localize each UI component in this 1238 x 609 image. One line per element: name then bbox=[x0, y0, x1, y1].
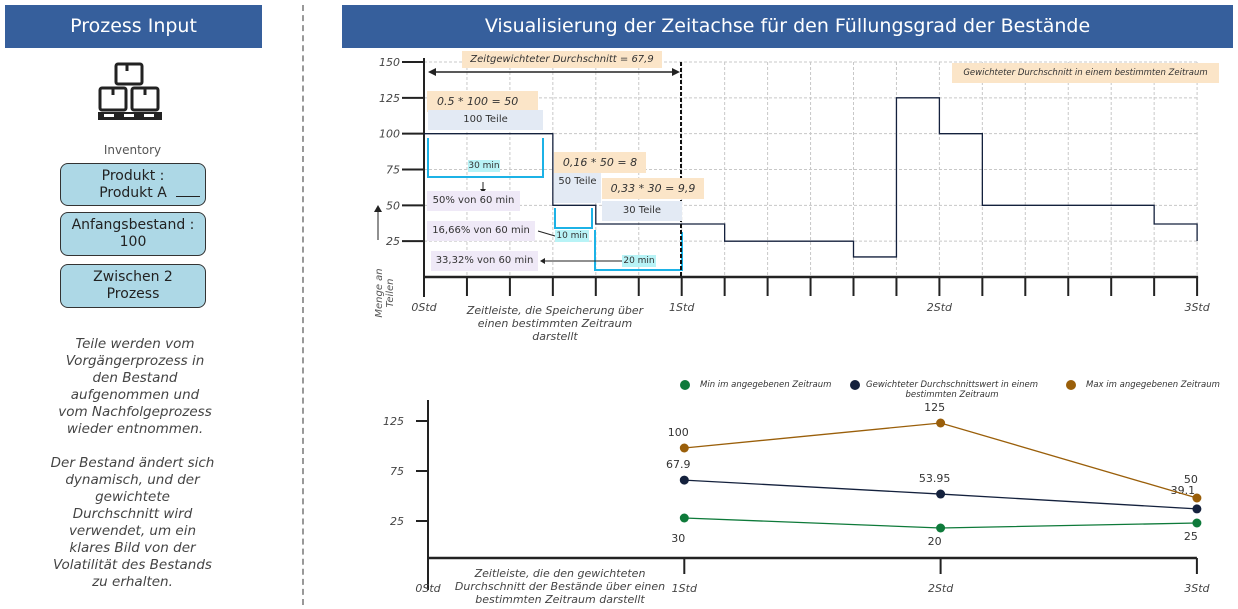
arrow-10min bbox=[537, 230, 556, 237]
legend-dot-avg bbox=[850, 380, 860, 390]
inventory-step-line bbox=[424, 97, 1198, 258]
duration-10min: 10 min bbox=[555, 230, 589, 242]
inventory-label: Inventory bbox=[103, 143, 162, 157]
panel-divider bbox=[302, 5, 304, 605]
data-label: 53.95 bbox=[919, 472, 951, 485]
y-tick-label: 125 bbox=[379, 92, 400, 105]
data-point bbox=[679, 475, 689, 485]
data-point bbox=[679, 513, 689, 523]
x-tick-label: 2Std bbox=[927, 301, 953, 314]
avg-label: Zeitgewichteter Durchschnitt = 67,9 bbox=[462, 51, 662, 68]
y-tick-label: 75 bbox=[390, 465, 404, 478]
initial-stock-text: Anfangsbestand : 100 bbox=[71, 217, 195, 250]
series-line bbox=[684, 422, 1198, 499]
product-underline bbox=[176, 196, 200, 197]
pct-3: 33,32% von 60 min bbox=[431, 251, 538, 271]
legend-item-min: Min im angegebenen Zeitraum bbox=[680, 380, 850, 400]
x-axis-label-bottom: Zeitleiste, die den gewichteten Durchsch… bbox=[454, 567, 666, 606]
bottom-chart-axes: 25 75 125 0Std 1Std 2Std 3Std bbox=[383, 400, 1211, 595]
y-tick-label: 100 bbox=[379, 128, 400, 141]
top-chart-axes: 25 50 75 100 125 150 0Std 1Std 2Std 3Std bbox=[379, 56, 1211, 314]
top-chart-grid bbox=[424, 61, 1198, 277]
parts-2: 50 Teile bbox=[554, 173, 601, 203]
y-axis-label: Menge an Teilen bbox=[374, 268, 396, 318]
data-point bbox=[936, 523, 946, 533]
calc-2: 0,16 * 50 = 8 bbox=[554, 152, 646, 173]
data-label: 39.1 bbox=[1171, 484, 1196, 497]
data-point bbox=[936, 418, 946, 428]
data-label: 100 bbox=[668, 426, 689, 439]
description-2: Der Bestand ändert sich dynamisch, und d… bbox=[50, 455, 215, 590]
legend-dot-max bbox=[1066, 380, 1076, 390]
calc-3: 0,33 * 30 = 9,9 bbox=[602, 178, 704, 199]
legend-label-min: Min im angegebenen Zeitraum bbox=[700, 380, 832, 390]
legend-item-max: Max im angegebenen Zeitraum bbox=[1066, 380, 1220, 400]
x-tick-label: 0Std bbox=[415, 582, 441, 595]
initial-stock-box: Anfangsbestand : 100 bbox=[60, 212, 206, 256]
data-point bbox=[1192, 518, 1202, 528]
y-tick-label: 75 bbox=[386, 164, 400, 177]
between-processes-text: Zwischen 2 Prozess bbox=[93, 269, 173, 302]
visualization-header: Visualisierung der Zeitachse für den Fül… bbox=[342, 5, 1233, 48]
parts-3: 30 Teile bbox=[602, 201, 682, 221]
x-tick-label: 0Std bbox=[411, 301, 437, 314]
legend: Min im angegebenen Zeitraum Gewichteter … bbox=[680, 380, 1220, 400]
duration-20min: 20 min bbox=[622, 255, 656, 267]
data-point bbox=[936, 489, 946, 499]
y-tick-label: 25 bbox=[386, 235, 400, 248]
data-label: 20 bbox=[928, 535, 942, 548]
data-label: 25 bbox=[1184, 530, 1198, 543]
data-point bbox=[1192, 504, 1202, 514]
between-processes-box: Zwischen 2 Prozess bbox=[60, 264, 206, 308]
y-tick-label: 150 bbox=[379, 56, 400, 69]
x-tick-label: 3Std bbox=[1184, 301, 1210, 314]
legend-item-avg: Gewichteter Durchschnittswert in einem b… bbox=[850, 380, 1066, 400]
legend-dot-min bbox=[680, 380, 690, 390]
data-label: 125 bbox=[924, 401, 945, 414]
pct-1: 50% von 60 min bbox=[427, 191, 520, 211]
bracket-10min bbox=[554, 208, 593, 229]
product-box: Produkt : Produkt A bbox=[60, 163, 206, 206]
parts-1: 100 Teile bbox=[428, 110, 543, 130]
duration-30min: 30 min bbox=[468, 160, 500, 172]
inventory-pallet-boxes-icon bbox=[96, 60, 164, 124]
y-tick-label: 50 bbox=[386, 199, 400, 212]
data-point bbox=[1192, 493, 1202, 503]
x-tick-label: 3Std bbox=[1184, 582, 1210, 595]
y-tick-label: 125 bbox=[383, 415, 404, 428]
x-tick-label: 1Std bbox=[672, 582, 698, 595]
data-label: 30 bbox=[671, 532, 685, 545]
legend-label-max: Max im angegebenen Zeitraum bbox=[1086, 380, 1220, 390]
data-point bbox=[679, 443, 689, 453]
product-text: Produkt : Produkt A bbox=[99, 167, 167, 201]
prozess-input-header: Prozess Input bbox=[5, 5, 262, 48]
bottom-chart-series: 30 20 25 67.9 53.95 39.1 100 125 50 bbox=[666, 401, 1202, 548]
bracket-30min bbox=[427, 138, 544, 178]
y-tick-label: 25 bbox=[390, 515, 404, 528]
pct-2: 16,66% von 60 min bbox=[427, 221, 535, 241]
legend-label-avg: Gewichteter Durchschnittswert in einem b… bbox=[866, 380, 1038, 400]
calc-1: 0.5 * 100 = 50 bbox=[427, 91, 538, 112]
data-label: 67.9 bbox=[666, 458, 691, 471]
description-1: Teile werden vom Vorgängerprozess in den… bbox=[58, 336, 212, 437]
period-note: Gewichteter Durchschnitt in einem bestim… bbox=[952, 63, 1219, 83]
data-label: 50 bbox=[1184, 473, 1198, 486]
x-axis-label-top: Zeitleiste, die Speicherung über einen b… bbox=[466, 304, 644, 343]
x-tick-label: 1Std bbox=[669, 301, 695, 314]
x-tick-label: 2Std bbox=[928, 582, 954, 595]
